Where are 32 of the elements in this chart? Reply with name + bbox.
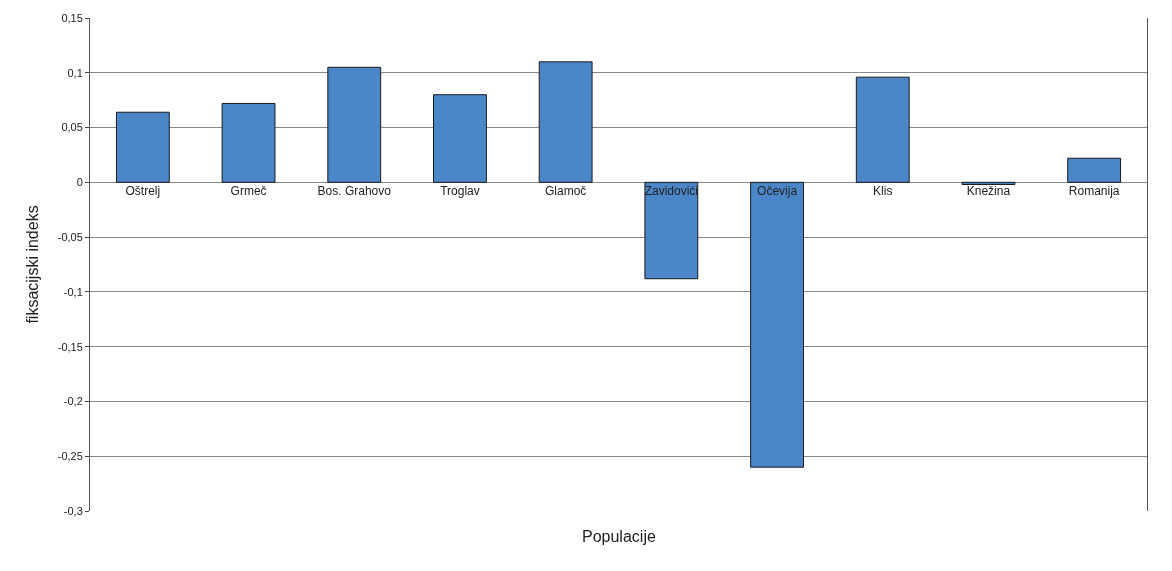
bar (750, 181, 804, 468)
x-tick-label: Oštrelj (125, 184, 161, 199)
y-tick-label: -0,3 (63, 504, 83, 517)
x-tick-label: Romanija (1068, 184, 1120, 199)
y-tick-label: 0,15 (61, 11, 83, 24)
x-tick-label: Zavidovići (644, 184, 699, 199)
y-tick-label: 0 (76, 176, 83, 189)
bar (221, 102, 276, 183)
y-tick-label: -0,2 (63, 395, 83, 408)
y-tick-label: 0,1 (67, 66, 83, 79)
y-tick-label: -0,1 (63, 285, 83, 298)
x-tick-label: Grmeč (230, 184, 267, 199)
x-tick-label: Troglav (440, 184, 480, 199)
bar (855, 76, 910, 183)
y-axis-title: fiksacijski indeks (23, 205, 41, 324)
x-axis-title: Populacije (582, 528, 656, 545)
y-tick-label: -0,05 (57, 230, 83, 243)
bar (961, 181, 1016, 186)
x-tick-label: Glamoč (544, 184, 587, 199)
y-tick-label: -0,25 (57, 450, 83, 463)
x-tick-label: Očevija (757, 184, 798, 199)
bar (1067, 157, 1122, 183)
x-tick-label: Klis (873, 184, 893, 199)
x-tick-label: Bos. Grahovo (317, 184, 392, 199)
bar (644, 181, 699, 280)
x-tick-label: Knežina (966, 184, 1011, 199)
bar (433, 94, 487, 183)
y-tick-label: 0,05 (61, 121, 83, 134)
y-tick-label: -0,15 (57, 340, 83, 353)
bar (327, 66, 382, 183)
bar (115, 111, 170, 183)
bar (538, 61, 593, 183)
